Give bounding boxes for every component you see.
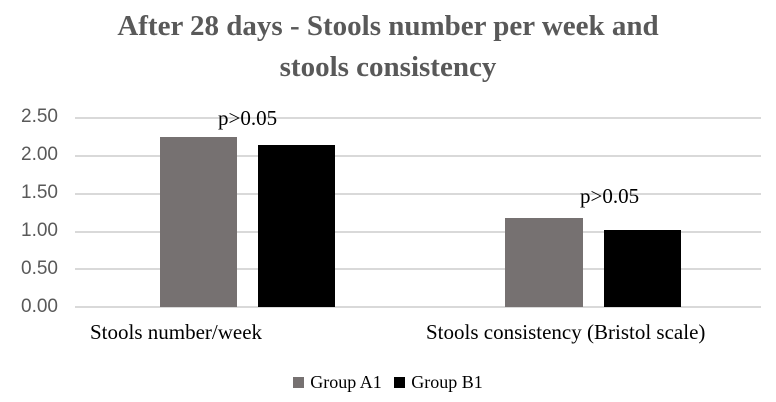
- legend-item-group-b1: Group B1: [394, 372, 483, 392]
- y-tick: 2.00: [21, 144, 58, 165]
- x-axis-line: [75, 306, 761, 308]
- y-tick: 1.50: [21, 182, 58, 203]
- gridline: [75, 268, 761, 270]
- gridline: [75, 231, 761, 233]
- legend-swatch: [394, 377, 406, 388]
- y-tick: 1.00: [21, 220, 58, 241]
- gridline: [75, 155, 761, 157]
- y-tick: 0.00: [21, 296, 58, 317]
- legend: Group A1 Group B1: [0, 372, 776, 393]
- y-tick: 2.50: [21, 106, 58, 127]
- gridline: [75, 193, 761, 195]
- p-value-annotation: p>0.05: [218, 106, 278, 130]
- legend-label: Group A1: [310, 372, 382, 392]
- x-category-label: Stools consistency (Bristol scale): [426, 320, 706, 344]
- chart-title-line-1: After 28 days - Stools number per week a…: [117, 10, 659, 42]
- legend-swatch: [293, 377, 305, 388]
- bar-group-a1-stools-number: [160, 137, 237, 307]
- legend-label: Group B1: [411, 372, 483, 392]
- p-value-annotation: p>0.05: [580, 184, 640, 208]
- chart-title-line-2: stools consistency: [279, 51, 497, 83]
- chart-title: After 28 days - Stools number per week a…: [0, 6, 776, 88]
- y-tick: 0.50: [21, 258, 58, 279]
- bar-group-b1-stools-consistency: [604, 230, 681, 307]
- gridline: [75, 117, 761, 119]
- bar-group-a1-stools-consistency: [505, 218, 583, 307]
- bar-group-b1-stools-number: [258, 145, 335, 307]
- legend-item-group-a1: Group A1: [293, 372, 382, 392]
- x-category-label: Stools number/week: [90, 320, 263, 344]
